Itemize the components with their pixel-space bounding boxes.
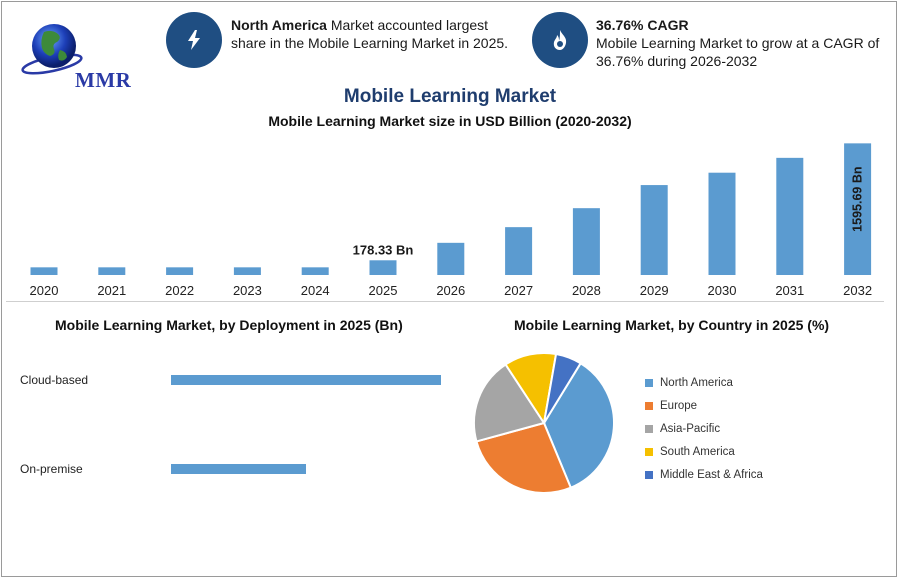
market-size-bar-chart: 2020 2021 2022 2023 2024 2025 178.33 Bn 2026 202… [30, 143, 872, 298]
bar-2031 [776, 157, 804, 275]
highlight-text: Mobile Learning Market to grow at a CAGR… [596, 35, 880, 69]
x-tick-2028: 2028 [572, 283, 601, 298]
highlight-text: Market accounted largest share in the Mo… [231, 17, 509, 51]
legend-item: Asia-Pacific [645, 418, 763, 441]
deployment-bar-on-premise [171, 464, 306, 474]
bar-2027 [505, 227, 533, 275]
highlight-bold: 36.76% CAGR [596, 17, 689, 33]
x-tick-2031: 2031 [775, 283, 804, 298]
deployment-label-on-premise: On-premise [20, 462, 83, 476]
bar-2029 [640, 185, 668, 275]
legend-item: Middle East & Africa [645, 463, 763, 486]
pie-slice-middle-east-africa [543, 352, 582, 424]
country-pie-chart [473, 352, 615, 494]
x-tick-2030: 2030 [708, 283, 737, 298]
x-tick-2026: 2026 [436, 283, 465, 298]
legend-label: Europe [660, 400, 698, 413]
country-chart-title: Mobile Learning Market, by Country in 20… [514, 317, 830, 333]
legend-label: South America [660, 445, 735, 458]
bar-2024 [301, 267, 329, 275]
legend-label: Asia-Pacific [660, 422, 721, 435]
flame-icon [532, 12, 588, 68]
deployment-label-cloud-based: Cloud-based [20, 373, 89, 387]
data-label-2032: 1595.69 Bn [851, 167, 865, 232]
bar-2022 [166, 267, 194, 275]
legend-item: North America [645, 372, 763, 395]
x-tick-2032: 2032 [843, 283, 872, 298]
x-tick-2024: 2024 [301, 283, 330, 298]
pie-slice-north-america [542, 361, 615, 489]
highlight-bold: North America [231, 17, 327, 33]
bar-2032 [844, 143, 872, 275]
bar-2021 [98, 267, 126, 275]
bar-2025 [369, 260, 397, 275]
legend-swatch [645, 447, 653, 456]
pie-legend: North America Europe Asia-Pacific South Ame… [645, 372, 763, 486]
legend-item: South America [645, 440, 763, 463]
legend-swatch [645, 424, 653, 433]
logo-text: MMR [75, 68, 132, 92]
x-tick-2020: 2020 [30, 283, 59, 298]
chart-subtitle: Mobile Learning Market size in USD Billi… [268, 113, 632, 129]
mmr-logo: MMR [18, 20, 138, 92]
highlight-cagr: 36.76% CAGR Mobile Learning Market to gr… [596, 16, 886, 70]
x-tick-2021: 2021 [97, 283, 126, 298]
legend-swatch [645, 402, 653, 411]
data-label-2025: 178.33 Bn [353, 242, 414, 257]
globe-icon [21, 24, 83, 75]
legend-label: North America [660, 377, 733, 390]
divider [6, 301, 884, 302]
page-title: Mobile Learning Market [343, 86, 557, 107]
pie-slice-europe [475, 421, 573, 494]
deployment-chart-title: Mobile Learning Market, by Deployment in… [55, 317, 403, 333]
legend-label: Middle East & Africa [660, 468, 763, 481]
highlight-north-america: North America Market accounted largest s… [231, 16, 521, 52]
x-tick-2022: 2022 [165, 283, 194, 298]
legend-swatch [645, 470, 653, 479]
x-tick-2027: 2027 [504, 283, 533, 298]
legend-item: Europe [645, 395, 763, 418]
deployment-bar-cloud-based [171, 375, 441, 385]
lightning-icon [166, 12, 222, 68]
x-tick-2025: 2025 [369, 283, 398, 298]
bar-2023 [233, 267, 261, 275]
bar-2020 [30, 267, 58, 275]
x-tick-2029: 2029 [640, 283, 669, 298]
bar-2026 [437, 242, 465, 275]
legend-swatch [645, 379, 653, 388]
bar-2028 [572, 208, 600, 275]
pie-slice-asia-pacific [473, 363, 546, 443]
bar-2030 [708, 172, 736, 275]
x-tick-2023: 2023 [233, 283, 262, 298]
